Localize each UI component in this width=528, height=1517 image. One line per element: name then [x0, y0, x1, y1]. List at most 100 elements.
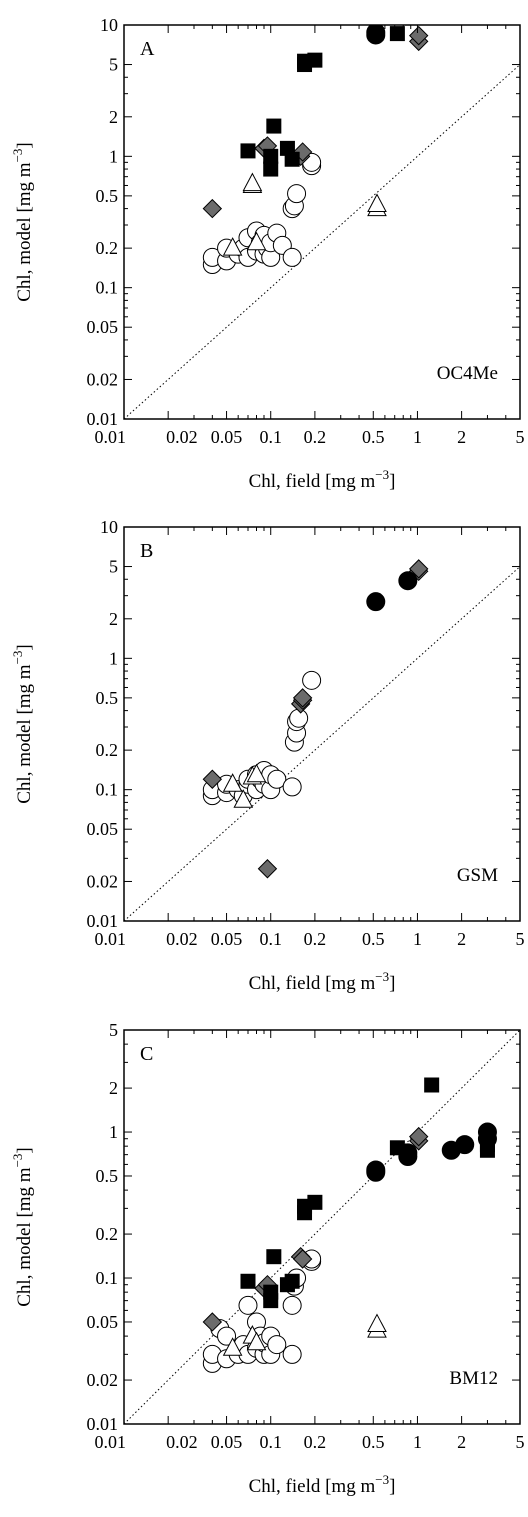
x-tick-label: 0.5	[362, 929, 385, 949]
data-point-circle-open	[287, 184, 307, 204]
data-point-square	[263, 161, 279, 177]
y-tick-label: 0.2	[96, 740, 119, 760]
y-tick-label: 0.05	[87, 317, 119, 337]
data-point-circle-filled	[477, 1122, 497, 1142]
data-point-square	[424, 1077, 440, 1093]
x-axis-title-exponent: −3	[375, 969, 389, 984]
y-axis-title-exponent: −3	[10, 1154, 25, 1168]
y-axis-title-main: Chl, model [mg m	[14, 664, 35, 804]
data-point-circle-filled	[366, 25, 386, 42]
x-tick-label: 0.1	[259, 427, 282, 447]
data-point-triangle	[222, 1337, 243, 1356]
y-axis-title-main: Chl, model [mg m	[14, 1167, 35, 1307]
data-point-triangle	[246, 763, 267, 783]
y-tick-label: 0.1	[96, 278, 119, 298]
data-point-triangle	[367, 1313, 387, 1333]
chart-panel-a: 0.01 0.02 0.05 0.1 0.2 0.5 1 2 5 0.01 0.02 0.05 0.1 0…	[10, 15, 525, 492]
data-point-diamond	[292, 688, 313, 708]
y-tick-label: 0.5	[96, 688, 119, 708]
y-tick-label: 0.05	[87, 819, 119, 839]
y-tick-label: 5	[109, 557, 118, 577]
data-point-triangle	[222, 237, 243, 256]
y-tick-label: 5	[109, 1020, 118, 1040]
y-axis-title-close: ]	[14, 142, 35, 148]
x-tick-label: 1	[413, 427, 422, 447]
x-tick-label: 2	[457, 929, 466, 949]
x-tick-label: 0.1	[259, 929, 282, 949]
data-point-diamond	[257, 859, 278, 879]
y-tick-label: 10	[100, 15, 118, 35]
plot-frame	[123, 24, 521, 420]
x-axis-title-main: Chl, field [mg m	[249, 973, 376, 994]
x-tick-label: 5	[516, 427, 525, 447]
x-tick-label: 0.01	[95, 427, 127, 447]
data-point-square	[266, 1249, 282, 1265]
y-axis-title: Chl, model [mg m−3]	[10, 1147, 35, 1307]
data-point-triangle	[246, 231, 267, 251]
x-tick-label: 0.01	[95, 1432, 127, 1452]
data-point-diamond	[202, 198, 223, 219]
data-point-circle-open	[267, 1335, 287, 1355]
x-axis-title-exponent: −3	[375, 1472, 389, 1487]
data-point-circle-filled	[366, 1160, 386, 1180]
y-tick-label: 0.02	[87, 871, 119, 891]
data-point-diamond	[202, 769, 223, 789]
data-point-triangle	[222, 773, 243, 792]
data-point-circle-filled	[455, 1135, 475, 1155]
x-axis-title: Chl, field [mg m−3]	[249, 1472, 396, 1497]
chart-panel-c: 0.01 0.02 0.05 0.1 0.2 0.5 1 2 5 0.01 0.02 0.05 0.1 0…	[10, 1020, 525, 1497]
y-tick-label: 0.1	[96, 780, 119, 800]
y-tick-label: 1	[109, 146, 118, 166]
data-point-square	[284, 151, 300, 167]
data-point-circle-open	[282, 1295, 302, 1315]
x-tick-label: 0.2	[304, 1432, 327, 1452]
x-axis-title: Chl, field [mg m−3]	[249, 467, 396, 492]
y-tick-label: 0.2	[96, 238, 119, 258]
panel-name: GSM	[457, 865, 498, 886]
y-axis-title: Chl, model [mg m−3]	[10, 644, 35, 804]
data-point-square	[266, 118, 282, 134]
data-point-circle-open	[282, 777, 302, 797]
x-axis-title-main: Chl, field [mg m	[249, 1476, 376, 1497]
data-point-square	[307, 1194, 323, 1210]
x-tick-label: 1	[413, 1432, 422, 1452]
y-tick-label: 5	[109, 55, 118, 75]
data-point-diamond	[202, 1312, 223, 1332]
data-point-triangle	[233, 789, 254, 808]
data-point-circle-filled	[398, 1143, 418, 1163]
data-point-diamond	[292, 1249, 313, 1269]
y-tick-label: 0.01	[87, 1414, 119, 1434]
y-tick-label: 0.02	[87, 369, 119, 389]
x-tick-label: 0.05	[211, 1432, 243, 1452]
x-tick-label: 5	[516, 929, 525, 949]
y-tick-label: 10	[100, 517, 118, 537]
x-tick-label: 5	[516, 1432, 525, 1452]
y-tick-label: 0.5	[96, 186, 119, 206]
data-point-circle-filled	[366, 592, 386, 612]
panel-letter: B	[140, 540, 153, 562]
y-axis-title-exponent: −3	[10, 651, 25, 665]
x-tick-label: 0.01	[95, 929, 127, 949]
y-tick-label: 0.01	[87, 409, 119, 429]
x-tick-label: 1	[413, 929, 422, 949]
y-tick-label: 0.1	[96, 1268, 119, 1288]
plot-frame	[123, 1029, 521, 1425]
y-tick-label: 1	[109, 1122, 118, 1142]
data-point-circle-open	[289, 708, 309, 728]
data-point-diamond	[409, 559, 429, 579]
y-tick-label: 0.05	[87, 1312, 119, 1332]
data-point-square	[389, 26, 405, 42]
x-tick-label: 0.02	[166, 929, 198, 949]
y-axis-title-exponent: −3	[10, 149, 25, 163]
y-axis-title-close: ]	[14, 644, 35, 650]
x-tick-label: 2	[457, 1432, 466, 1452]
x-axis-title: Chl, field [mg m−3]	[249, 969, 396, 994]
x-tick-label: 0.2	[304, 929, 327, 949]
chart-panel-b: 0.01 0.02 0.05 0.1 0.2 0.5 1 2 5 0.01 0.02 0.05 0.1 0…	[10, 517, 525, 994]
one-to-one-line	[123, 1029, 521, 1425]
y-tick-label: 2	[109, 1078, 118, 1098]
data-point-square	[263, 1284, 279, 1300]
data-point-circle-open	[282, 1344, 302, 1364]
data-point-diamond	[409, 25, 429, 46]
markers	[202, 25, 429, 275]
